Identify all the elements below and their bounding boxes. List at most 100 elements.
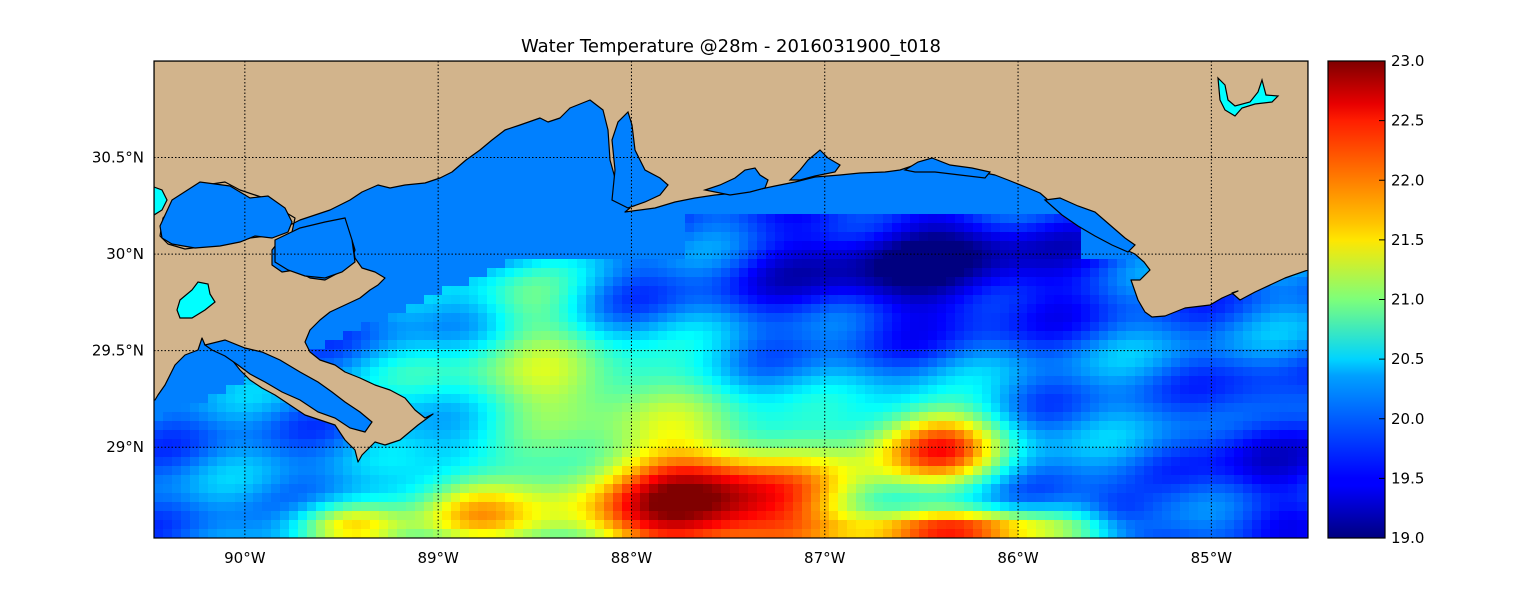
temperature-cell xyxy=(991,223,1000,232)
temperature-cell xyxy=(1117,493,1126,502)
temperature-cell xyxy=(1063,439,1072,448)
temperature-cell xyxy=(514,421,523,430)
temperature-cell xyxy=(811,376,820,385)
temperature-cell xyxy=(1261,385,1270,394)
temperature-cell xyxy=(1036,367,1045,376)
temperature-cell xyxy=(1135,439,1144,448)
temperature-cell xyxy=(937,502,946,511)
temperature-cell xyxy=(1198,403,1207,412)
temperature-cell xyxy=(865,457,874,466)
temperature-cell xyxy=(1288,520,1297,529)
temperature-cell xyxy=(1144,520,1153,529)
temperature-cell xyxy=(928,412,937,421)
temperature-cell xyxy=(1081,376,1090,385)
temperature-cell xyxy=(1216,475,1225,484)
temperature-cell xyxy=(568,484,577,493)
temperature-cell xyxy=(586,277,595,286)
temperature-cell xyxy=(901,349,910,358)
temperature-cell xyxy=(667,349,676,358)
temperature-cell xyxy=(217,439,226,448)
temperature-cell xyxy=(694,250,703,259)
temperature-cell xyxy=(163,421,172,430)
temperature-cell xyxy=(397,502,406,511)
temperature-cell xyxy=(1072,502,1081,511)
temperature-cell xyxy=(325,493,334,502)
temperature-cell xyxy=(1072,349,1081,358)
temperature-cell xyxy=(640,403,649,412)
temperature-cell xyxy=(487,412,496,421)
temperature-cell xyxy=(1252,349,1261,358)
temperature-cell xyxy=(559,493,568,502)
temperature-cell xyxy=(1207,331,1216,340)
temperature-cell xyxy=(928,529,937,538)
temperature-cell xyxy=(1297,421,1306,430)
temperature-cell xyxy=(685,412,694,421)
temperature-cell xyxy=(154,475,163,484)
temperature-cell xyxy=(1018,376,1027,385)
temperature-cell xyxy=(649,277,658,286)
temperature-cell xyxy=(496,286,505,295)
temperature-cell xyxy=(1099,484,1108,493)
temperature-cell xyxy=(847,241,856,250)
temperature-cell xyxy=(739,430,748,439)
temperature-cell xyxy=(811,412,820,421)
temperature-cell xyxy=(433,520,442,529)
temperature-cell xyxy=(1063,376,1072,385)
temperature-cell xyxy=(784,520,793,529)
temperature-cell xyxy=(658,502,667,511)
temperature-cell xyxy=(1225,520,1234,529)
temperature-cell xyxy=(1099,367,1108,376)
temperature-cell xyxy=(748,304,757,313)
temperature-cell xyxy=(802,376,811,385)
temperature-cell xyxy=(1063,331,1072,340)
temperature-cell xyxy=(622,529,631,538)
temperature-cell xyxy=(748,232,757,241)
temperature-cell xyxy=(829,259,838,268)
temperature-cell xyxy=(1261,529,1270,538)
temperature-cell xyxy=(1198,349,1207,358)
temperature-cell xyxy=(514,295,523,304)
temperature-cell xyxy=(316,475,325,484)
temperature-cell xyxy=(631,277,640,286)
temperature-cell xyxy=(973,349,982,358)
temperature-cell xyxy=(1189,520,1198,529)
temperature-cell xyxy=(874,322,883,331)
temperature-cell xyxy=(505,295,514,304)
temperature-cell xyxy=(1063,313,1072,322)
temperature-cell xyxy=(685,385,694,394)
temperature-cell xyxy=(1261,448,1270,457)
temperature-cell xyxy=(1189,448,1198,457)
temperature-cell xyxy=(1216,421,1225,430)
temperature-cell xyxy=(730,241,739,250)
temperature-cell xyxy=(568,367,577,376)
temperature-cell xyxy=(892,421,901,430)
temperature-cell xyxy=(1081,403,1090,412)
temperature-cell xyxy=(982,529,991,538)
temperature-cell xyxy=(1063,430,1072,439)
temperature-cell xyxy=(1288,493,1297,502)
temperature-cell xyxy=(631,385,640,394)
temperature-cell xyxy=(1099,439,1108,448)
temperature-cell xyxy=(991,493,1000,502)
temperature-cell xyxy=(550,403,559,412)
temperature-cell xyxy=(901,295,910,304)
temperature-cell xyxy=(163,412,172,421)
temperature-cell xyxy=(1000,277,1009,286)
temperature-cell xyxy=(226,511,235,520)
temperature-cell xyxy=(766,223,775,232)
temperature-cell xyxy=(514,439,523,448)
temperature-cell xyxy=(910,529,919,538)
temperature-cell xyxy=(838,232,847,241)
temperature-cell xyxy=(730,358,739,367)
temperature-cell xyxy=(811,475,820,484)
temperature-cell xyxy=(991,502,1000,511)
temperature-cell xyxy=(1045,241,1054,250)
temperature-cell xyxy=(433,421,442,430)
temperature-cell xyxy=(1126,268,1135,277)
temperature-cell xyxy=(181,475,190,484)
temperature-cell xyxy=(1135,475,1144,484)
temperature-cell xyxy=(766,412,775,421)
temperature-cell xyxy=(226,385,235,394)
temperature-cell xyxy=(1090,331,1099,340)
